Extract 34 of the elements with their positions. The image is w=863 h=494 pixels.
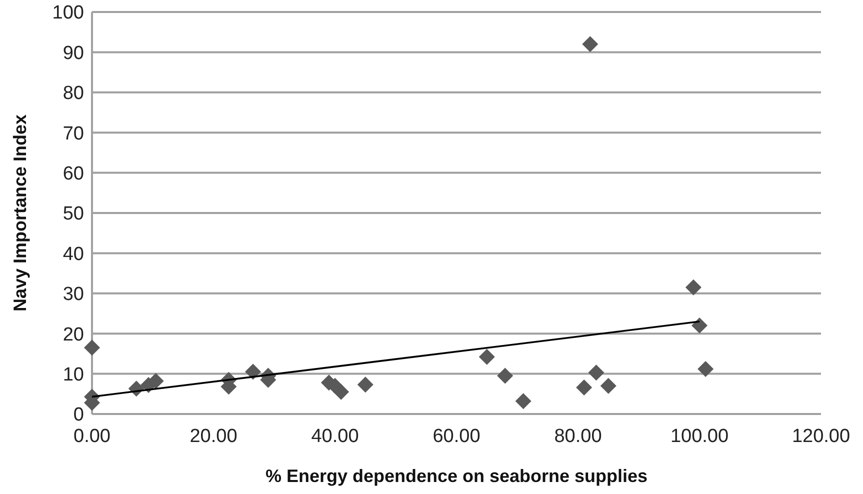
point xyxy=(576,379,592,396)
y-tick-label: 80 xyxy=(62,83,84,104)
y-tick-label: 0 xyxy=(73,404,84,426)
x-tick-label: 120.00 xyxy=(792,426,850,447)
point xyxy=(685,279,702,296)
y-tick-label: 40 xyxy=(62,244,84,265)
x-tick-label: 0.00 xyxy=(74,426,110,447)
point xyxy=(497,368,514,384)
x-axis-title: % Energy dependence on seaborne supplies xyxy=(265,466,648,486)
x-tick-label: 20.00 xyxy=(190,426,238,447)
y-tick-label: 10 xyxy=(62,364,84,386)
y-tick-label: 20 xyxy=(62,324,84,346)
point xyxy=(357,376,374,393)
point xyxy=(84,340,100,356)
y-tick-label: 60 xyxy=(62,163,84,184)
point xyxy=(600,378,616,394)
point xyxy=(244,364,261,380)
x-tick-label: 40.00 xyxy=(311,426,359,447)
point xyxy=(478,348,495,365)
x-tick-label: 100.00 xyxy=(670,426,729,447)
y-tick-label: 100 xyxy=(52,2,84,24)
y-tick-label: 70 xyxy=(62,123,84,144)
x-tick-label: 80.00 xyxy=(554,426,602,447)
y-tick-label: 50 xyxy=(62,204,84,225)
point xyxy=(588,364,604,381)
y-axis-title: Navy Importance Index xyxy=(10,114,30,312)
y-tick-label: 90 xyxy=(62,42,84,64)
point xyxy=(333,384,350,400)
point xyxy=(692,318,708,334)
x-tick-label: 60.00 xyxy=(432,426,480,447)
y-tick-label: 30 xyxy=(62,284,84,306)
point xyxy=(698,360,714,377)
point xyxy=(515,393,532,410)
point xyxy=(582,36,598,52)
